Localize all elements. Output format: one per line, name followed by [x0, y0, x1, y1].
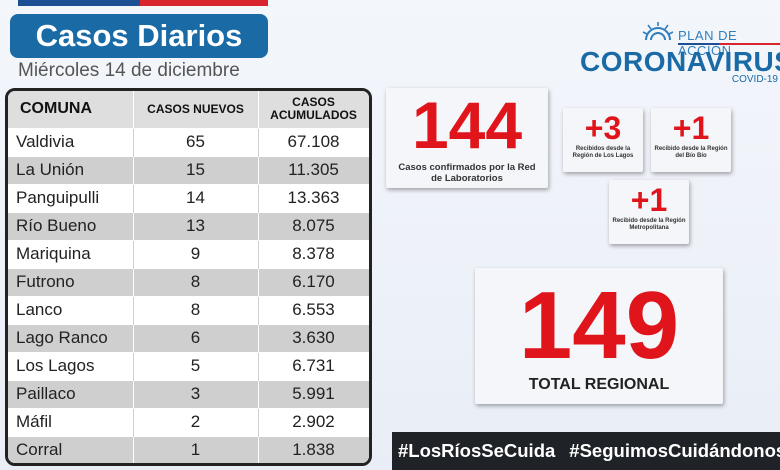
comuna-cell: Futrono	[8, 267, 134, 296]
table-row: Lago Ranco 6 3.630	[8, 323, 369, 352]
total-regional-value: 149	[518, 272, 680, 379]
coronavirus-plan-logo: PLAN DE ACCIÓN CORONAVIRUS COVID-19	[580, 22, 780, 88]
lab-cases-caption: Casos confirmados por la Red de Laborato…	[398, 162, 536, 184]
hashtag-los-rios: #LosRíosSeCuida	[398, 440, 556, 461]
header-casos-nuevos: CASOS NUEVOS	[133, 91, 259, 128]
comuna-cell: Lago Ranco	[8, 323, 134, 352]
logo-plan-text: PLAN DE ACCIÓN	[678, 28, 738, 58]
comuna-cell: Máfil	[8, 407, 134, 436]
casos-acumulados-cell: 1.838	[258, 435, 369, 463]
casos-nuevos-cell: 14	[133, 183, 259, 212]
bio-bio-value: +1	[672, 110, 710, 146]
casos-nuevos-cell: 8	[133, 295, 259, 324]
casos-acumulados-cell: 13.363	[258, 183, 369, 212]
comuna-cell: Paillaco	[8, 379, 134, 408]
table-header-row: COMUNA CASOS NUEVOS CASOS ACUMULADOS	[8, 91, 369, 128]
comuna-cell: Panguipulli	[8, 183, 134, 212]
casos-acumulados-cell: 5.991	[258, 379, 369, 408]
casos-acumulados-cell: 8.075	[258, 211, 369, 240]
casos-acumulados-cell: 6.553	[258, 295, 369, 324]
los-lagos-caption: Recibidos desde la Región de Los Lagos	[572, 146, 634, 159]
comuna-cell: Lanco	[8, 295, 134, 324]
header-casos-acumulados: CASOS ACUMULADOS	[258, 91, 369, 128]
casos-acumulados-cell: 11.305	[258, 155, 369, 184]
hashtag-banner: #LosRíosSeCuida #SeguimosCuidándonos	[392, 432, 780, 470]
table-row: Mariquina 9 8.378	[8, 239, 369, 268]
logo-title: CORONAVIRUS	[580, 46, 780, 77]
los-lagos-value: +3	[584, 110, 622, 146]
table-row: Lanco 8 6.553	[8, 295, 369, 324]
top-color-bar	[18, 0, 268, 6]
page-title: Casos Diarios	[10, 14, 268, 58]
total-regional-card: 149 TOTAL REGIONAL	[475, 268, 723, 404]
report-date: Miércoles 14 de diciembre	[18, 60, 240, 81]
casos-nuevos-cell: 15	[133, 155, 259, 184]
comuna-cell: Valdivia	[8, 127, 134, 156]
casos-acumulados-cell: 2.902	[258, 407, 369, 436]
comuna-cell: La Unión	[8, 155, 134, 184]
table-row: Corral 1 1.838	[8, 435, 369, 463]
cases-table: COMUNA CASOS NUEVOS CASOS ACUMULADOS Vald…	[5, 88, 372, 466]
casos-nuevos-cell: 1	[133, 435, 259, 463]
comuna-cell: Río Bueno	[8, 211, 134, 240]
casos-acumulados-cell: 6.170	[258, 267, 369, 296]
lab-cases-card: 144 Casos confirmados por la Red de Labo…	[386, 88, 548, 188]
total-regional-caption: TOTAL REGIONAL	[528, 376, 670, 393]
comuna-cell: Los Lagos	[8, 351, 134, 380]
casos-nuevos-cell: 5	[133, 351, 259, 380]
comuna-cell: Mariquina	[8, 239, 134, 268]
casos-nuevos-cell: 9	[133, 239, 259, 268]
table-row: Río Bueno 13 8.075	[8, 211, 369, 240]
hashtag-seguimos: #SeguimosCuidándonos	[569, 440, 780, 461]
casos-nuevos-cell: 6	[133, 323, 259, 352]
table-row: Panguipulli 14 13.363	[8, 183, 369, 212]
logo-subtitle: COVID-19	[731, 74, 778, 85]
los-lagos-card: +3 Recibidos desde la Región de Los Lago…	[563, 108, 643, 172]
metropolitana-value: +1	[630, 182, 668, 218]
casos-acumulados-cell: 6.731	[258, 351, 369, 380]
casos-nuevos-cell: 3	[133, 379, 259, 408]
table-row: Paillaco 3 5.991	[8, 379, 369, 408]
casos-nuevos-cell: 65	[133, 127, 259, 156]
table-row: Máfil 2 2.902	[8, 407, 369, 436]
table-row: Los Lagos 5 6.731	[8, 351, 369, 380]
logo-divider	[678, 43, 780, 45]
casos-acumulados-cell: 67.108	[258, 127, 369, 156]
bio-bio-card: +1 Recibido desde la Región del Bío Bío	[651, 108, 731, 172]
bio-bio-caption: Recibido desde la Región del Bío Bío	[654, 146, 728, 159]
lab-cases-value: 144	[411, 88, 523, 162]
casos-acumulados-cell: 8.378	[258, 239, 369, 268]
casos-nuevos-cell: 13	[133, 211, 259, 240]
table-row: La Unión 15 11.305	[8, 155, 369, 184]
table-row: Valdivia 65 67.108	[8, 127, 369, 156]
casos-nuevos-cell: 2	[133, 407, 259, 436]
metropolitana-caption: Recibido desde la Región Metropolitana	[612, 218, 686, 231]
header-comuna: COMUNA	[8, 91, 134, 128]
casos-nuevos-cell: 8	[133, 267, 259, 296]
casos-acumulados-cell: 3.630	[258, 323, 369, 352]
sun-emblem-icon	[642, 22, 674, 40]
table-row: Futrono 8 6.170	[8, 267, 369, 296]
comuna-cell: Corral	[8, 435, 134, 463]
metropolitana-card: +1 Recibido desde la Región Metropolitan…	[609, 180, 689, 244]
